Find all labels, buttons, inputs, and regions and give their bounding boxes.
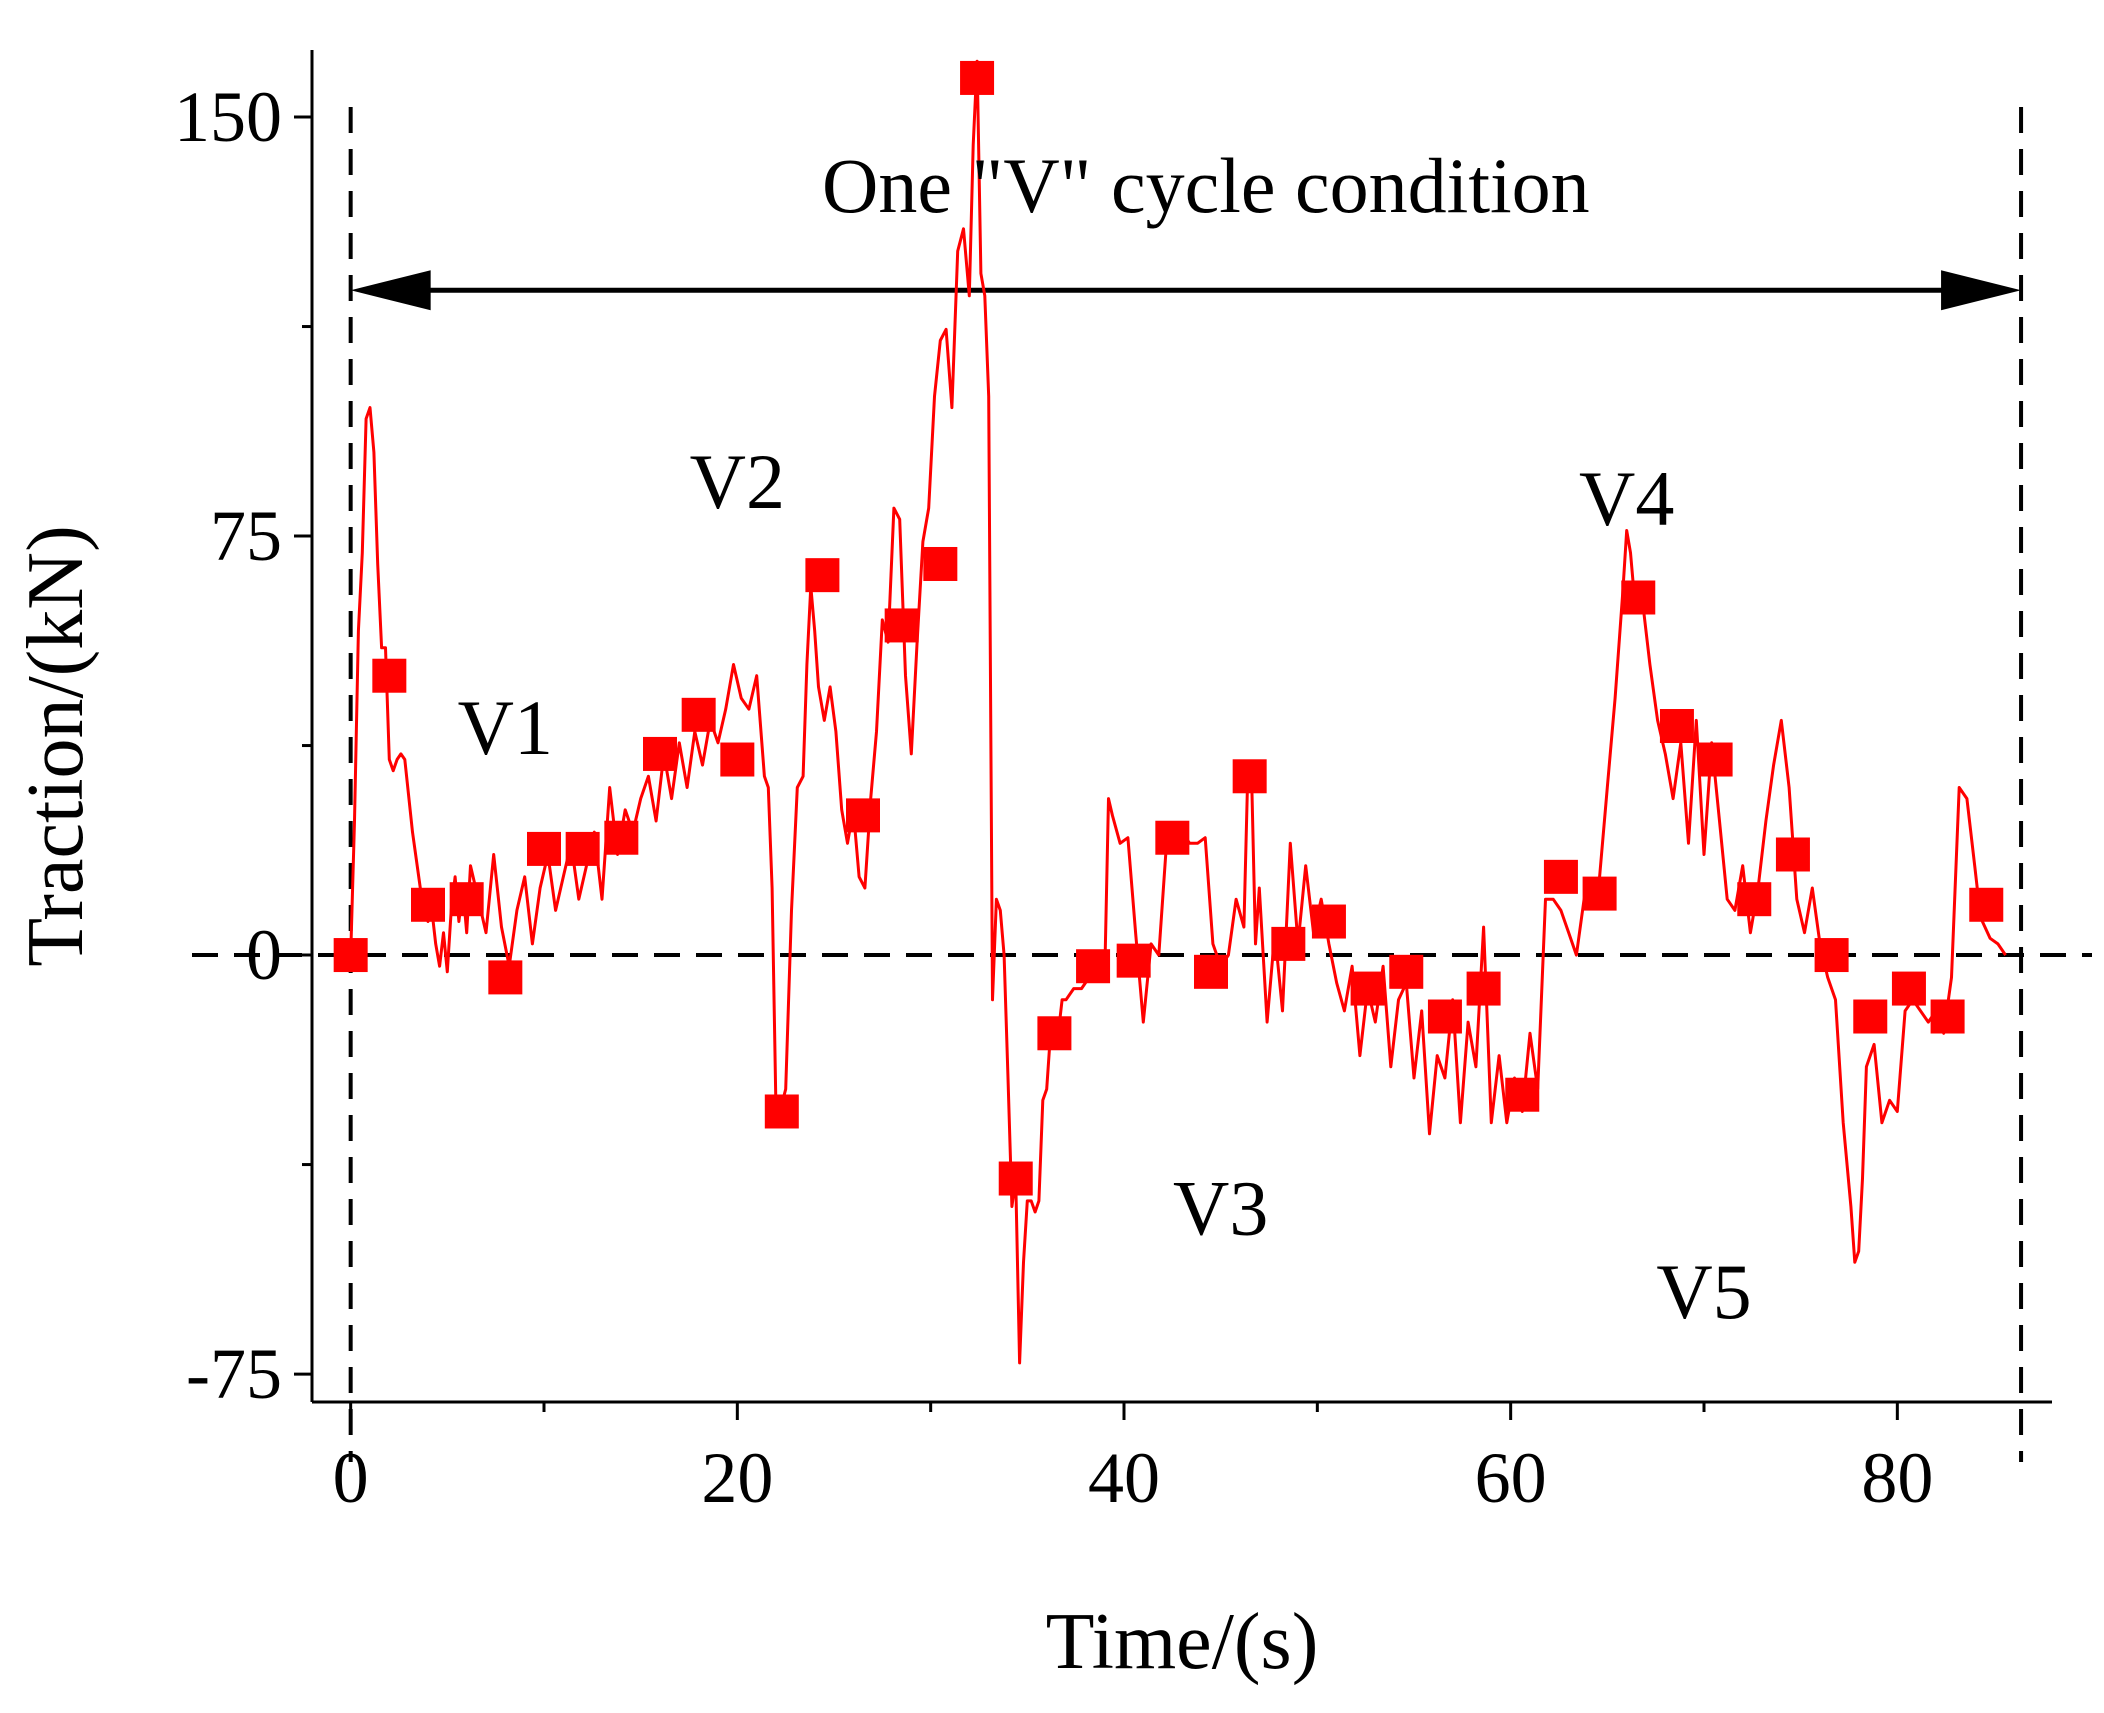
traction-marker [1116, 943, 1151, 978]
traction-marker [884, 608, 919, 643]
traction-marker [488, 960, 523, 995]
cycle-arrow-head-right [1941, 270, 2022, 311]
traction-marker [1853, 999, 1888, 1034]
y-tick-label: -75 [186, 1334, 282, 1414]
annotation-label: V4 [1579, 455, 1674, 542]
traction-marker [1582, 876, 1617, 911]
traction-marker [1389, 954, 1424, 989]
annotations-group: V1 V2 V3 V4 V5 [458, 438, 1752, 1335]
traction-marker [1659, 709, 1694, 743]
traction-marker [1155, 820, 1190, 855]
x-tick-label: 80 [1861, 1438, 1933, 1518]
x-axis-title: Time/(s) [1046, 1598, 1319, 1686]
traction-marker [1232, 759, 1267, 794]
traction-marker [1271, 926, 1306, 961]
traction-marker [1427, 999, 1462, 1034]
traction-marker [1891, 971, 1926, 1006]
y-axis-title: Traction/(kN) [12, 525, 100, 966]
traction-marker [411, 887, 445, 922]
traction-marker [1505, 1077, 1540, 1112]
traction-marker [1194, 954, 1228, 989]
traction-marker [1698, 742, 1733, 777]
traction-marker [805, 558, 840, 593]
traction-marker [681, 697, 716, 732]
y-tick-label: 75 [210, 496, 282, 576]
traction-marker [527, 831, 561, 866]
traction-marker [923, 546, 958, 581]
y-tick-label: 0 [246, 915, 282, 995]
x-tick-label: 60 [1475, 1438, 1547, 1518]
axes-group: 0 20 40 60 80 -75 0 75 150 [174, 50, 2052, 1518]
traction-marker [1311, 904, 1346, 939]
reference-lines-group [192, 107, 2092, 1462]
traction-marker [643, 736, 677, 771]
traction-marker [720, 742, 755, 777]
traction-marker [1621, 580, 1656, 615]
traction-marker [998, 1161, 1033, 1196]
traction-marker [764, 1094, 799, 1129]
cycle-label: One "V" cycle condition [822, 142, 1590, 229]
annotation-label: V1 [458, 684, 553, 771]
x-tick-label: 40 [1088, 1438, 1160, 1518]
annotation-label: V3 [1173, 1164, 1268, 1251]
traction-marker [846, 798, 880, 833]
traction-marker [960, 60, 995, 95]
traction-marker [604, 820, 639, 855]
traction-marker [565, 831, 600, 866]
x-tick-label: 20 [701, 1438, 773, 1518]
annotation-label: V5 [1656, 1248, 1751, 1335]
traction-marker [449, 882, 484, 917]
traction-marker [1814, 938, 1849, 973]
traction-marker [333, 938, 368, 973]
traction-marker [1930, 999, 1965, 1034]
y-tick-label: 150 [174, 77, 282, 157]
traction-marker [1969, 887, 2004, 922]
traction-marker [1775, 837, 1810, 872]
cycle-arrow-head-left [350, 270, 431, 311]
traction-marker [1037, 1016, 1072, 1051]
traction-marker [1076, 949, 1111, 984]
traction-marker [1737, 882, 1772, 917]
x-tick-label: 0 [333, 1438, 369, 1518]
series-group [333, 59, 2007, 1365]
traction-marker [1350, 971, 1385, 1006]
traction-marker [372, 658, 407, 693]
annotation-label: V2 [690, 438, 785, 525]
traction-marker [1466, 971, 1501, 1006]
traction-marker [1543, 859, 1578, 894]
